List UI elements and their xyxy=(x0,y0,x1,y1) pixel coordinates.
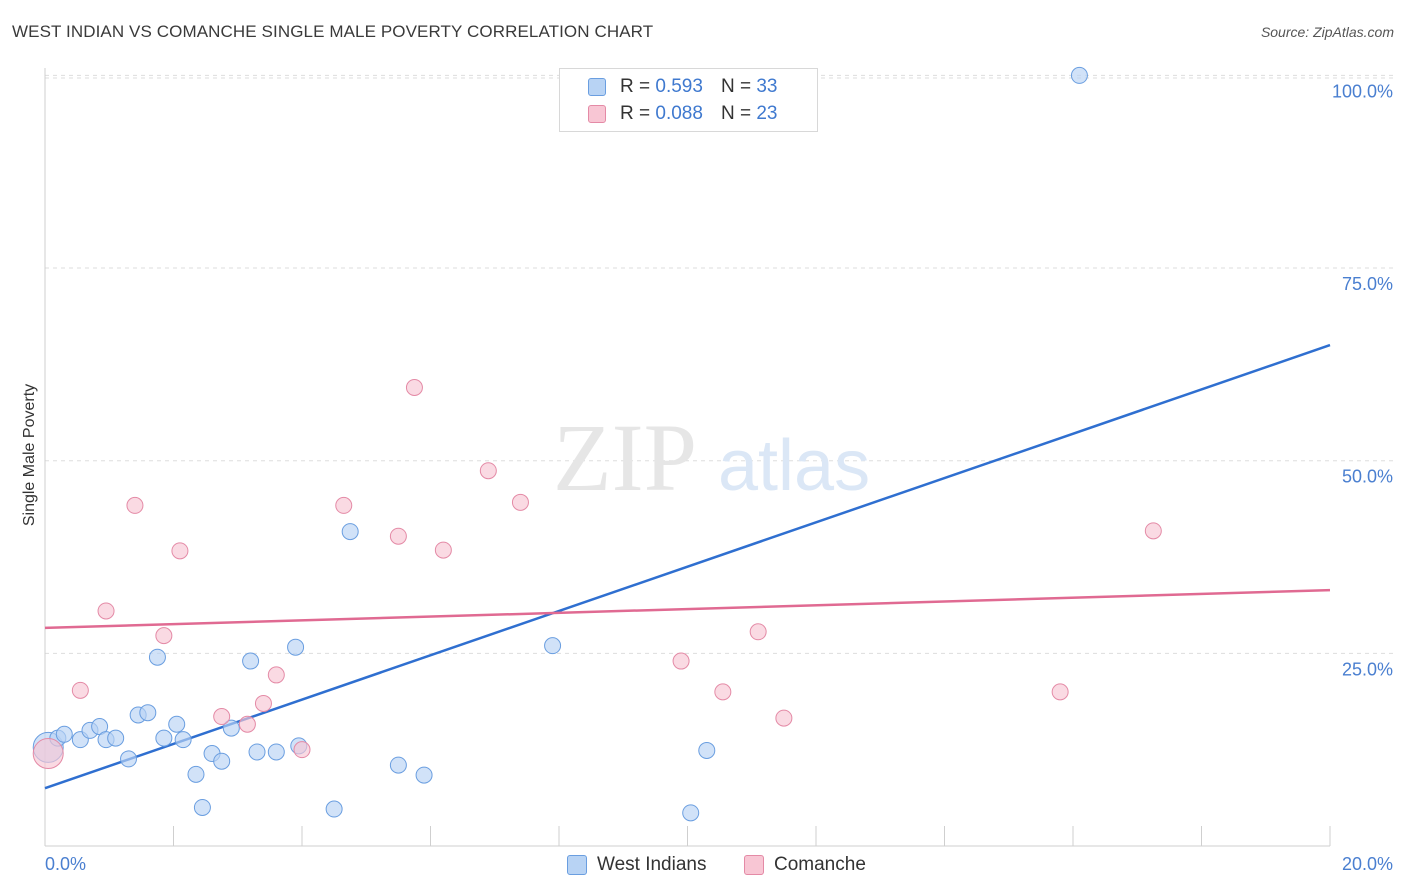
pink-data-point xyxy=(254,694,272,712)
legend-row-west-indians: R = 0.593 N = 33 xyxy=(588,74,777,100)
grid-lines xyxy=(45,74,1393,654)
tick-labels: 100.0% 75.0% 50.0% 25.0% 0.0% 20.0% xyxy=(45,81,1393,874)
pink-data-point xyxy=(335,496,353,514)
pink-data-point xyxy=(293,741,311,759)
blue-data-point xyxy=(415,766,433,784)
x-tick-label: 0.0% xyxy=(45,854,86,874)
trend-lines xyxy=(44,343,1331,790)
legend-label: West Indians xyxy=(597,854,707,875)
blue-data-point xyxy=(222,719,240,737)
pink-data-point xyxy=(238,715,256,733)
legend-item-comanche: Comanche xyxy=(744,852,866,878)
pink-data-point xyxy=(267,666,285,684)
y-tick-label: 75.0% xyxy=(1342,274,1393,294)
watermark-zip: ZIP xyxy=(553,404,697,511)
pink-data-point xyxy=(714,683,732,701)
pink-data-point xyxy=(672,652,690,670)
blue-data-point xyxy=(139,704,157,722)
chart-title: WEST INDIAN VS COMANCHE SINGLE MALE POVE… xyxy=(12,22,654,41)
blue-trend-line xyxy=(44,343,1331,790)
blue-data-point xyxy=(55,725,73,743)
r-value: 0.088 xyxy=(655,103,703,124)
pink-data-point xyxy=(749,623,767,641)
n-label: N = xyxy=(720,103,752,124)
blue-swatch-icon xyxy=(588,78,606,96)
pink-data-point xyxy=(126,496,144,514)
blue-data-point xyxy=(155,729,173,747)
pink-swatch-icon xyxy=(588,105,606,123)
blue-data-point xyxy=(544,637,562,655)
y-tick-label: 100.0% xyxy=(1332,81,1393,101)
blue-data-point xyxy=(242,652,260,670)
pink-trend-line xyxy=(44,588,1331,630)
pink-data-point xyxy=(1051,683,1069,701)
blue-data-point xyxy=(193,798,211,816)
y-tick-label: 25.0% xyxy=(1342,659,1393,679)
pink-data-point xyxy=(389,527,407,545)
r-value: 0.593 xyxy=(655,76,703,97)
blue-data-point xyxy=(248,743,266,761)
stats-legend: R = 0.593 N = 33 R = 0.088 N = 23 xyxy=(559,68,818,132)
pink-data-point xyxy=(213,708,231,726)
pink-data-point xyxy=(775,709,793,727)
n-value: 33 xyxy=(756,76,778,97)
blue-data-point xyxy=(213,752,231,770)
y-axis-label: Single Male Poverty xyxy=(21,384,38,526)
source-credit: Source: ZipAtlas.com xyxy=(1260,24,1394,40)
pink-data-point xyxy=(32,738,64,770)
blue-data-point xyxy=(168,715,186,733)
x-tick-label: 20.0% xyxy=(1342,854,1393,874)
blue-data-point xyxy=(174,731,192,749)
r-label: R = xyxy=(620,76,651,97)
n-label: N = xyxy=(720,76,752,97)
pink-data-point xyxy=(479,462,497,480)
r-label: R = xyxy=(620,103,651,124)
blue-data-point xyxy=(682,804,700,822)
pink-data-point xyxy=(155,627,173,645)
blue-data-point xyxy=(148,648,166,666)
blue-data-point xyxy=(698,741,716,759)
data-points xyxy=(32,66,1162,822)
pink-data-point xyxy=(405,379,423,396)
axes xyxy=(44,68,1331,847)
pink-data-point xyxy=(511,493,529,511)
pink-data-point xyxy=(434,541,452,559)
blue-data-point xyxy=(1070,66,1088,84)
watermark-atlas: atlas xyxy=(718,426,870,506)
pink-data-point xyxy=(71,681,89,699)
n-value: 23 xyxy=(756,103,778,124)
blue-data-point xyxy=(341,523,359,541)
blue-data-point xyxy=(267,743,285,761)
pink-swatch-icon xyxy=(744,855,764,875)
blue-data-point xyxy=(389,756,407,774)
legend-item-west-indians: West Indians xyxy=(567,852,706,878)
blue-data-point xyxy=(325,800,343,818)
y-tick-label: 50.0% xyxy=(1342,467,1393,487)
pink-data-point xyxy=(97,602,115,620)
blue-data-point xyxy=(287,638,305,656)
blue-swatch-icon xyxy=(567,855,587,875)
legend-row-comanche: R = 0.088 N = 23 xyxy=(588,101,777,127)
blue-data-point xyxy=(187,765,205,783)
pink-data-point xyxy=(1144,522,1162,540)
pink-data-point xyxy=(171,542,189,560)
blue-data-point xyxy=(120,750,138,768)
legend-label: Comanche xyxy=(774,854,866,875)
watermark: ZIP atlas xyxy=(553,404,870,511)
blue-data-point xyxy=(107,729,125,747)
